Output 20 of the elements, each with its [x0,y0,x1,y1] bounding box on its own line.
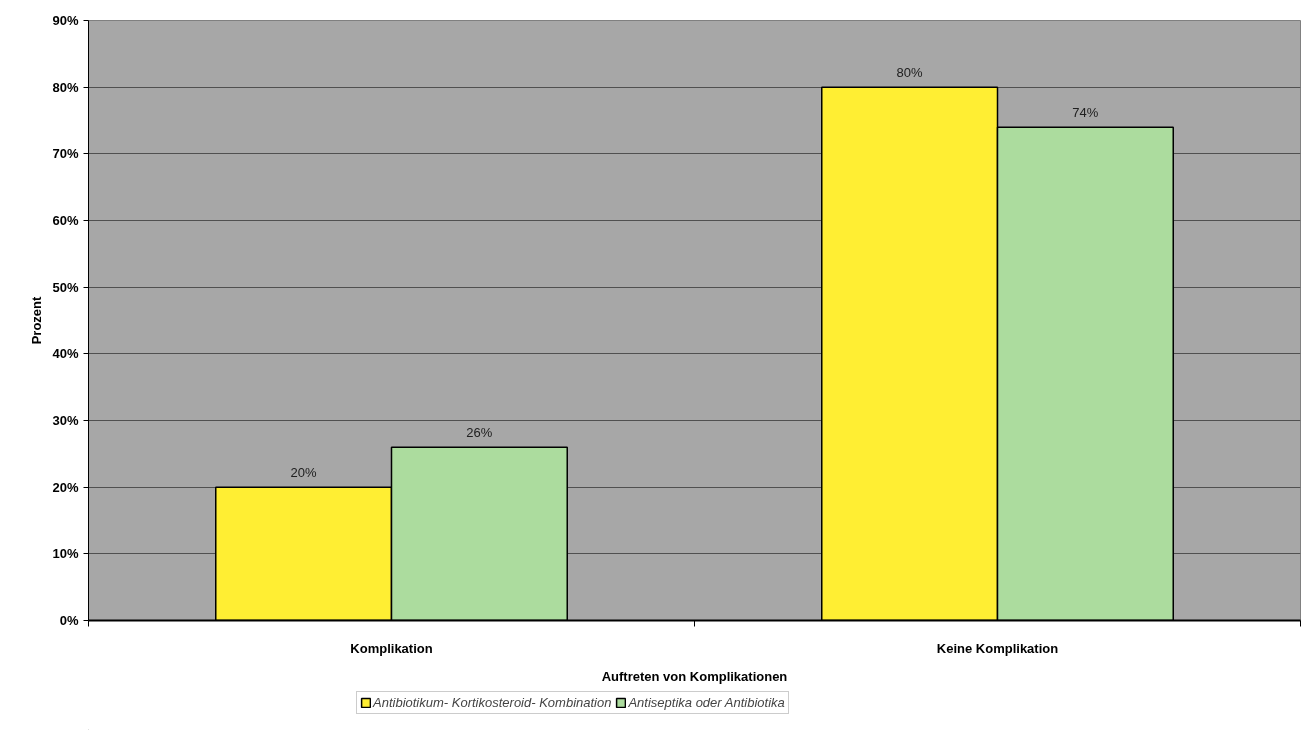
y-tick-label: 70% [52,146,79,162]
y-tick-label: 60% [52,213,79,228]
y-tick-label: 90% [52,13,79,28]
y-tick-label: 40% [52,346,79,362]
data-label: 20% [290,465,318,481]
data-label: 26% [466,425,493,441]
data-label: 74% [1072,105,1099,121]
y-tick-label: 30% [52,413,79,428]
data-label: 80% [896,65,924,81]
legend-label: Antibiotikum- Kortikosteroid- Kombination [373,695,612,710]
y-tick-label: 10% [52,546,79,562]
y-tick-label: 0% [59,613,79,628]
legend-label: Antiseptika oder Antibiotika [628,695,785,710]
x-tick-label: Keine Komplikation [936,640,1059,656]
y-axis-title: Prozent [29,295,45,345]
x-tick-label: Komplikation [350,640,433,656]
y-tick-label: 80% [52,79,79,95]
y-tick-label: 50% [52,279,79,295]
x-axis-title: Auftreten von Komplikationen [601,668,788,684]
y-tick-label: 20% [52,479,79,495]
